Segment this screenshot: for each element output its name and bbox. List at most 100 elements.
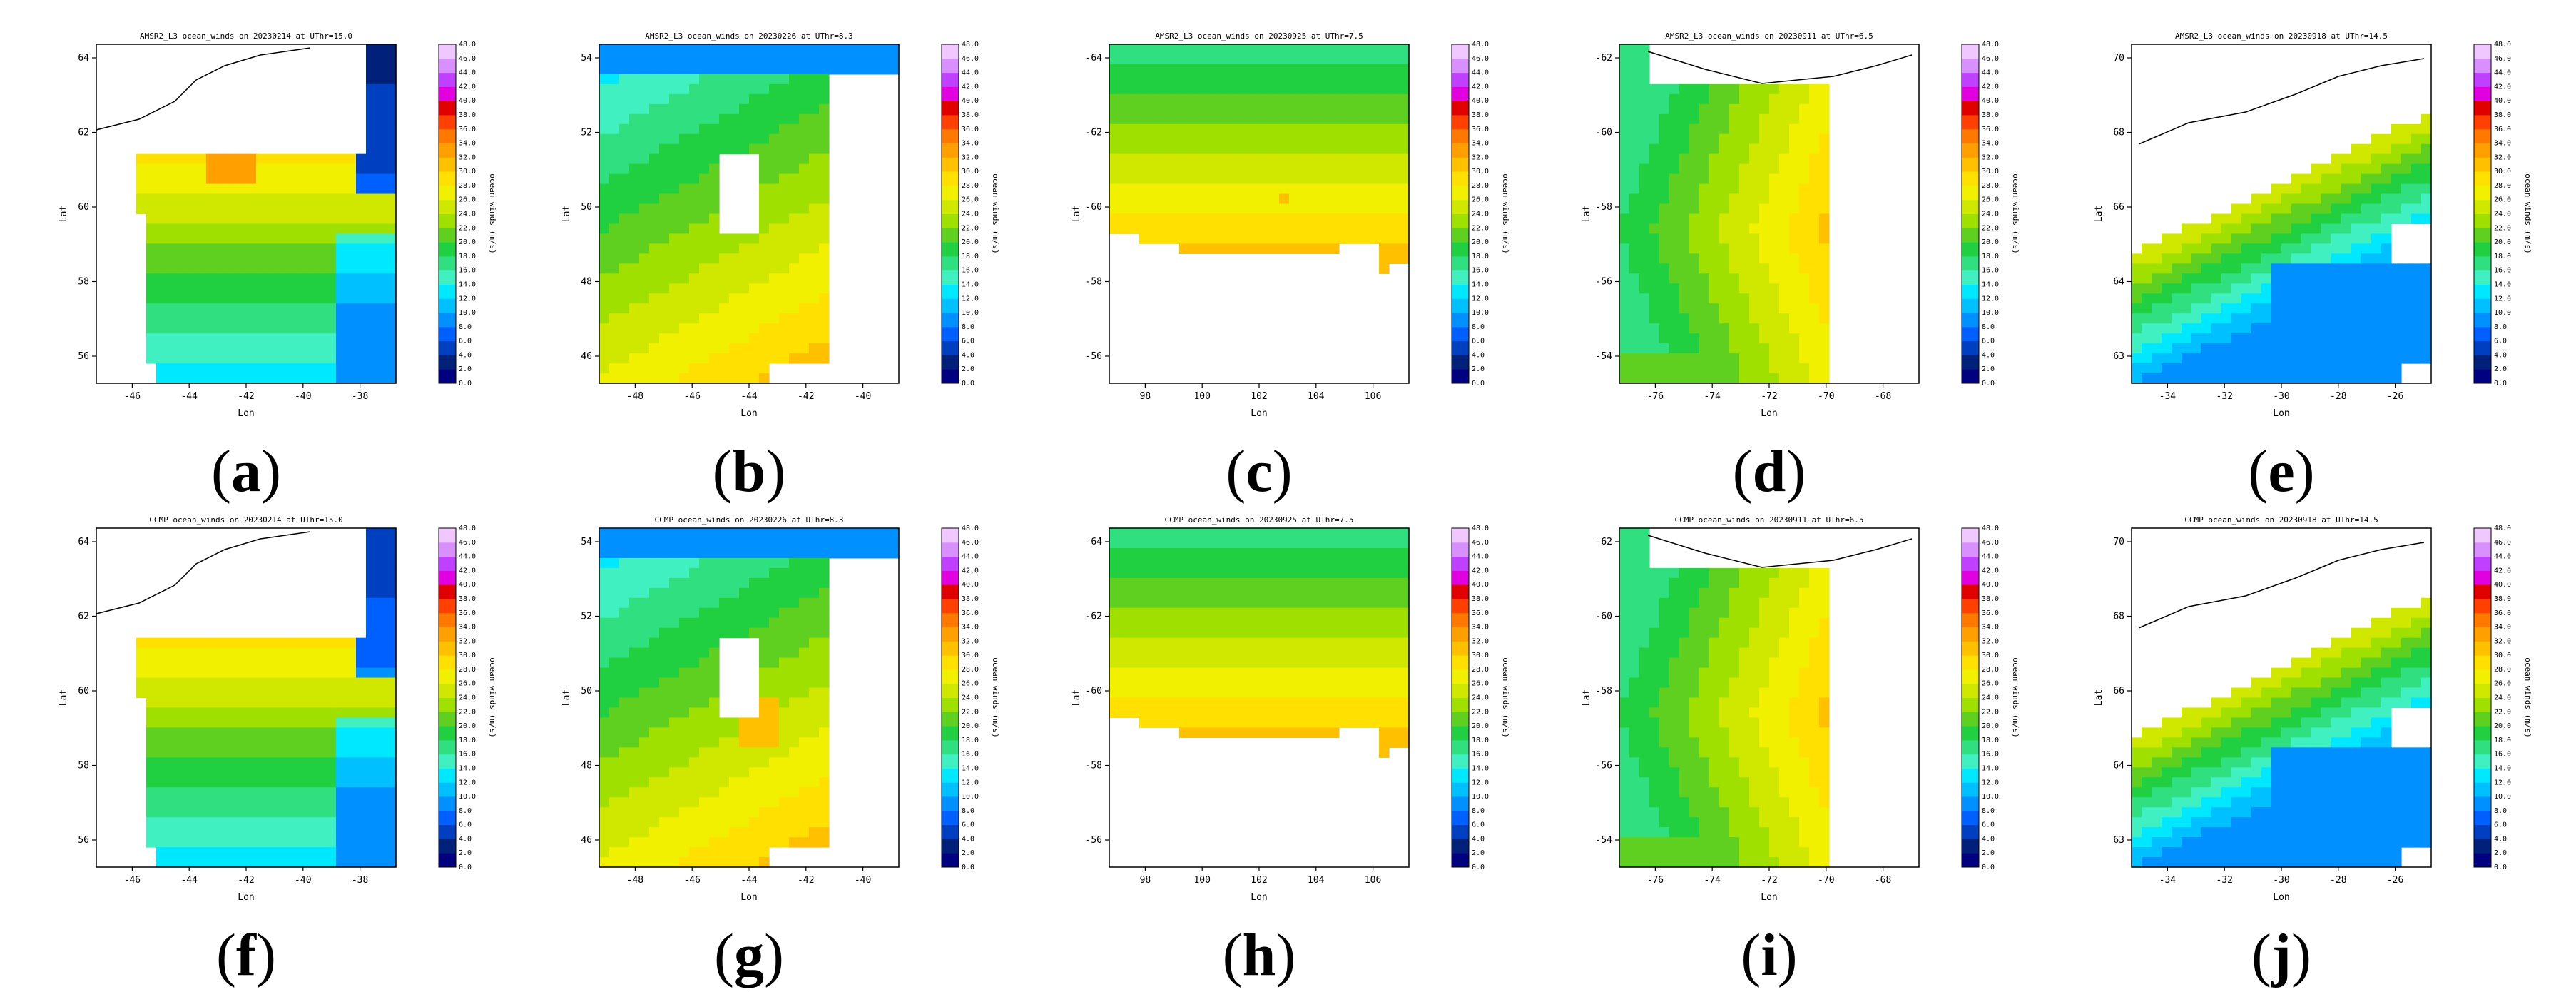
heatmap-cell (2291, 353, 2302, 364)
heatmap-cell (166, 203, 177, 215)
heatmap-cell (356, 687, 367, 699)
heatmap-cell (689, 557, 700, 569)
heatmap-cell (2231, 253, 2242, 264)
heatmap-cell (1809, 193, 1820, 205)
heatmap-cell (236, 647, 247, 659)
heatmap-cell (769, 727, 780, 738)
heatmap-cell (1789, 323, 1800, 334)
heatmap-cell (1329, 143, 1340, 155)
heatmap-cell (2351, 343, 2362, 354)
heatmap-cell (729, 83, 740, 95)
heatmap-cell (1379, 223, 1390, 235)
heatmap-cell (1719, 313, 1730, 324)
heatmap-cell (366, 293, 377, 304)
heatmap-cell (1179, 64, 1190, 75)
heatmap-cell (1619, 333, 1630, 344)
heatmap-cell (256, 767, 267, 778)
heatmap-cell (156, 697, 167, 709)
heatmap-cell (306, 303, 317, 314)
colorbar-swatch (2474, 313, 2491, 328)
colorbar-swatch (439, 655, 456, 670)
heatmap-cell (609, 557, 620, 569)
heatmap-cell (639, 807, 650, 818)
heatmap-cell (1659, 153, 1670, 165)
heatmap-cell (809, 557, 820, 569)
heatmap-cell (216, 797, 227, 808)
heatmap-cell (1319, 113, 1330, 125)
heatmap-cell (306, 373, 317, 384)
heatmap-cell (286, 657, 297, 669)
heatmap-cell (1679, 213, 1690, 225)
colorbar-tick-label: 16.0 (962, 267, 979, 275)
heatmap-cell (609, 537, 620, 549)
heatmap-cell (1329, 163, 1340, 175)
heatmap-cell (1709, 103, 1720, 115)
heatmap-cell (1159, 103, 1170, 115)
heatmap-cell (286, 153, 297, 165)
heatmap-cell (1159, 44, 1170, 55)
heatmap-cell (659, 173, 670, 185)
heatmap-cell (629, 123, 640, 135)
heatmap-cell (216, 827, 227, 838)
heatmap-cell (236, 173, 247, 185)
heatmap-cell (1329, 103, 1340, 115)
heatmap-cell (669, 183, 680, 195)
heatmap-cell (649, 333, 660, 344)
heatmap-cell (769, 113, 780, 125)
heatmap-cell (699, 557, 710, 569)
heatmap-cell (2301, 183, 2312, 195)
heatmap-cell (1269, 243, 1280, 254)
heatmap-cell (246, 293, 257, 304)
heatmap-cell (166, 797, 177, 808)
heatmap-cell (769, 757, 780, 768)
heatmap-cell (2132, 273, 2142, 284)
heatmap-cell (1189, 173, 1200, 185)
heatmap-cell (1279, 93, 1290, 105)
heatmap-cell (629, 103, 640, 115)
heatmap-cell (1299, 173, 1310, 185)
heatmap-cell (326, 847, 337, 858)
heatmap-cell (266, 767, 277, 778)
heatmap-cell (1129, 143, 1140, 155)
heatmap-cell (1109, 54, 1120, 65)
heatmap-cell (2421, 193, 2432, 205)
heatmap-cell (709, 93, 720, 105)
heatmap-cell (619, 203, 630, 215)
heatmap-cell (719, 717, 730, 729)
heatmap-cell (246, 847, 257, 858)
heatmap-cell (2351, 163, 2362, 175)
heatmap-cell (2162, 293, 2172, 304)
heatmap-cell (689, 343, 700, 354)
heatmap-cell (1779, 333, 1790, 344)
heatmap-cell (2321, 303, 2332, 314)
heatmap-cell (689, 203, 700, 215)
heatmap-cell (2341, 223, 2352, 235)
heatmap-cell (2281, 273, 2292, 284)
heatmap-cell (659, 617, 670, 629)
heatmap-cell (809, 203, 820, 215)
heatmap-cell (1629, 153, 1640, 165)
heatmap-cell (619, 727, 630, 738)
heatmap-cell (1299, 54, 1310, 65)
heatmap-cell (2351, 233, 2362, 245)
heatmap-cell (1709, 253, 1720, 264)
heatmap-cell (1639, 203, 1650, 215)
heatmap-cell (709, 263, 720, 274)
heatmap-cell (1399, 74, 1410, 85)
heatmap-cell (346, 637, 357, 649)
heatmap-cell (1109, 223, 1120, 235)
heatmap-cell (1189, 233, 1200, 245)
heatmap-cell (386, 323, 397, 334)
heatmap-cell (156, 203, 167, 215)
heatmap-cell (236, 373, 247, 384)
heatmap-cell (1789, 273, 1800, 284)
heatmap-cell (639, 83, 650, 95)
colorbar-swatch (1962, 255, 1979, 271)
y-tick-label: 46 (581, 351, 592, 362)
heatmap-cell (1709, 233, 1720, 245)
heatmap-cell (166, 213, 177, 225)
heatmap-cell (1789, 163, 1800, 175)
heatmap-cell (346, 667, 357, 679)
heatmap-cell (779, 717, 790, 729)
colorbar-swatch (439, 627, 456, 642)
